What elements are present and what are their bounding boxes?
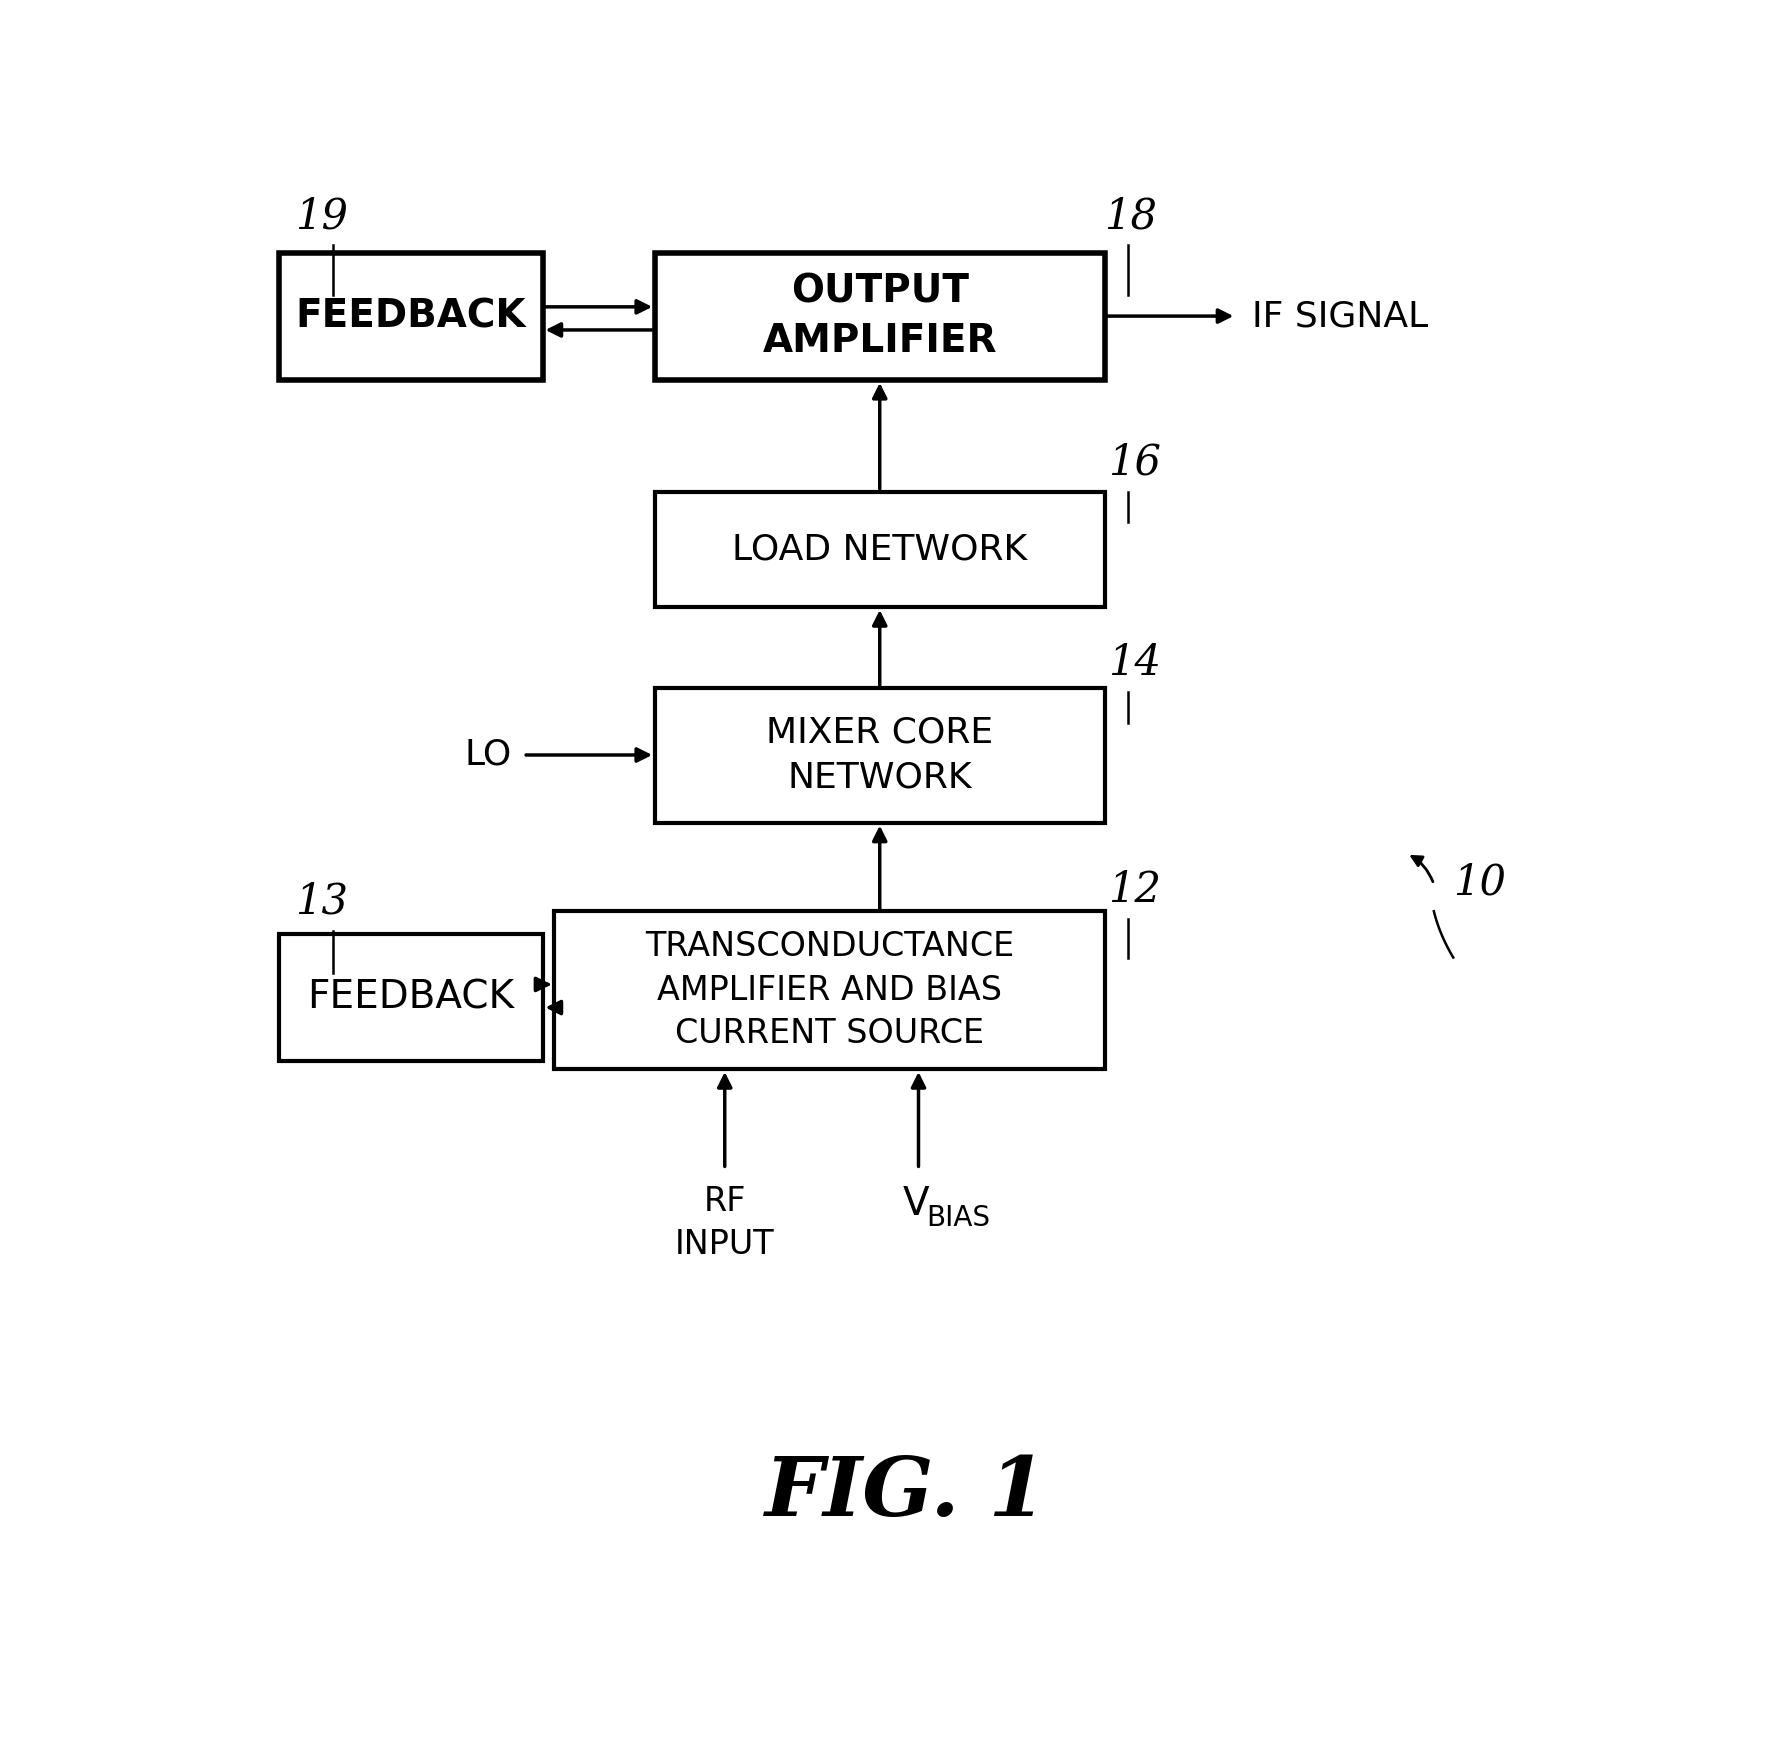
Text: LOAD NETWORK: LOAD NETWORK	[732, 532, 1027, 567]
Text: LO: LO	[465, 739, 511, 772]
Text: 10: 10	[1453, 862, 1506, 904]
Bar	[553, 911, 1105, 1069]
Text: 18: 18	[1105, 195, 1158, 237]
Bar	[654, 491, 1105, 607]
Text: 16: 16	[1109, 442, 1162, 484]
Bar	[654, 688, 1105, 823]
Bar	[279, 253, 543, 381]
Text: OUTPUT
AMPLIFIER: OUTPUT AMPLIFIER	[762, 272, 997, 360]
Text: FEEDBACK: FEEDBACK	[308, 979, 514, 1016]
Text: RF
INPUT: RF INPUT	[675, 1185, 774, 1262]
Text: 12: 12	[1109, 869, 1162, 911]
Text: 19: 19	[295, 195, 348, 237]
Text: IF SIGNAL: IF SIGNAL	[1252, 298, 1429, 333]
Text: TRANSCONDUCTANCE
AMPLIFIER AND BIAS
CURRENT SOURCE: TRANSCONDUCTANCE AMPLIFIER AND BIAS CURR…	[645, 930, 1015, 1049]
Text: 14: 14	[1109, 642, 1162, 684]
Text: BIAS: BIAS	[926, 1204, 990, 1232]
Bar	[654, 253, 1105, 381]
Text: MIXER CORE
NETWORK: MIXER CORE NETWORK	[766, 716, 994, 795]
Text: FIG. 1: FIG. 1	[766, 1453, 1047, 1532]
Text: FEEDBACK: FEEDBACK	[295, 298, 527, 335]
Text: 13: 13	[295, 881, 348, 923]
Text: V: V	[903, 1185, 930, 1223]
Bar	[279, 934, 543, 1062]
